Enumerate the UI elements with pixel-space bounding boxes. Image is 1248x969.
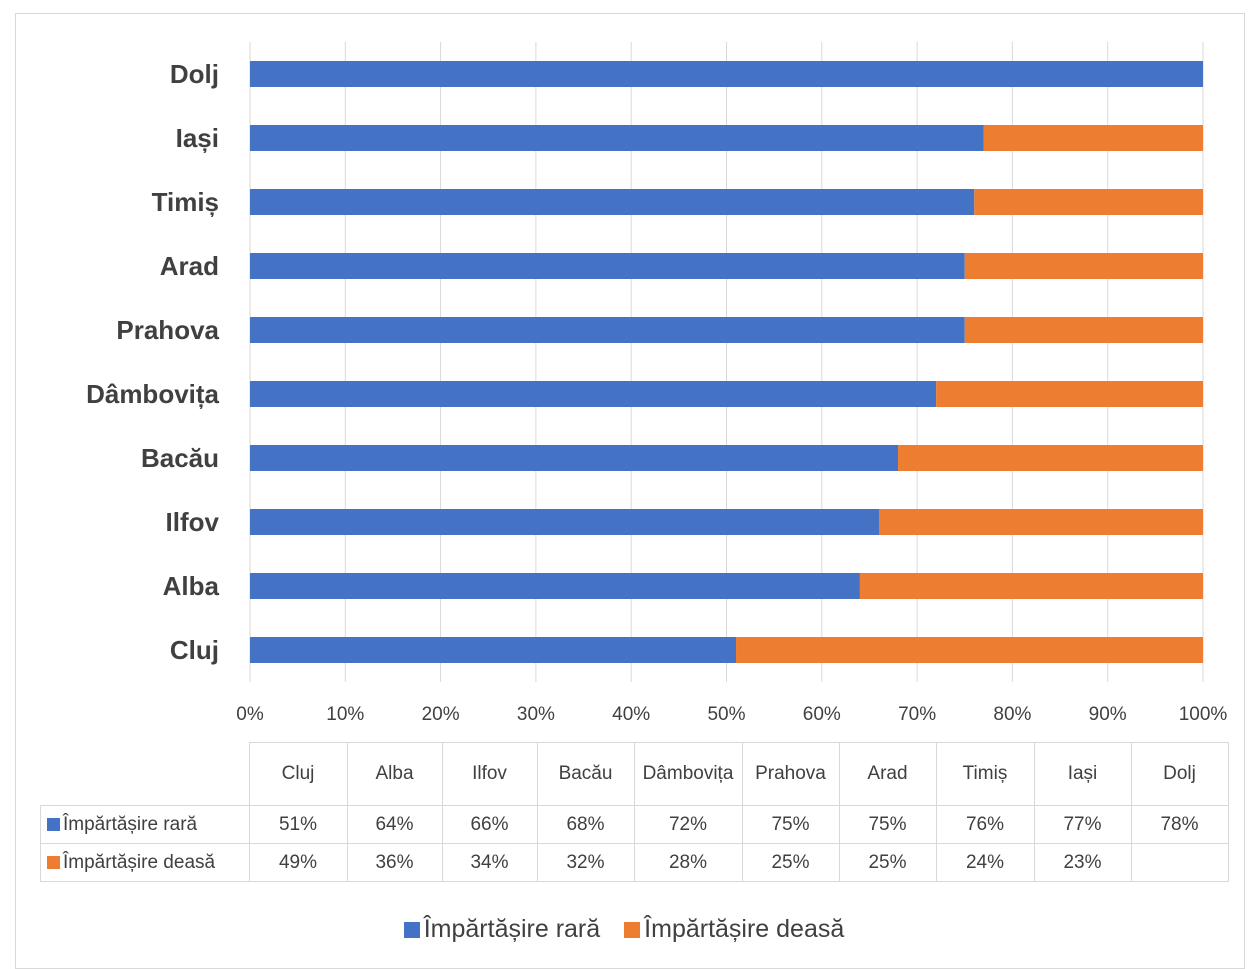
data-table-header-cell: Prahova	[741, 742, 840, 806]
data-table-cell: 36%	[346, 843, 443, 882]
bar-segment	[250, 253, 965, 279]
data-table-header-cell: Timiș	[935, 742, 1035, 806]
data-table-cell: 34%	[441, 843, 538, 882]
bar-segment	[250, 509, 879, 535]
bar-segment	[964, 317, 1203, 343]
x-tick-label: 80%	[993, 704, 1031, 725]
bar-segment	[250, 189, 975, 215]
bar-segment	[936, 381, 1203, 407]
data-table-cell: 25%	[838, 843, 937, 882]
legend-swatch	[47, 855, 60, 869]
bar-segment	[974, 189, 1203, 215]
data-table-header-cell: Ilfov	[441, 742, 538, 806]
data-table-series-name: Împărtășire deasă	[40, 843, 250, 882]
category-label: Iași	[176, 123, 219, 153]
category-label: Arad	[160, 251, 219, 281]
legend-item: Împărtășire rară	[403, 915, 601, 944]
bar-segment	[250, 573, 860, 599]
data-table-cell: 72%	[633, 805, 743, 844]
category-label: Ilfov	[166, 507, 220, 537]
legend-label: Împărtășire deasă	[644, 915, 845, 943]
data-table-cell: 77%	[1033, 805, 1132, 844]
x-tick-label: 50%	[707, 704, 745, 725]
legend-swatch	[624, 922, 641, 938]
data-table-cell: 75%	[838, 805, 937, 844]
data-table-cell: 24%	[935, 843, 1035, 882]
bar-segment	[250, 125, 984, 151]
data-table-cell: 64%	[346, 805, 443, 844]
data-table-header-cell: Bacău	[536, 742, 635, 806]
category-label: Cluj	[170, 635, 219, 665]
bar-segment	[250, 381, 937, 407]
bar-segment	[250, 637, 737, 663]
data-table-row: Împărtășire deasă 49% 36% 34% 32% 28% 25% 25% 24…	[40, 843, 1229, 882]
data-table-header-cell: Dâmbovița	[633, 742, 743, 806]
data-table-cell: 23%	[1033, 843, 1132, 882]
category-label: Alba	[163, 571, 220, 601]
bar-segment	[898, 445, 1203, 471]
data-table-cell: 66%	[441, 805, 538, 844]
bar-segment	[736, 637, 1203, 663]
data-table-cell	[1130, 843, 1229, 882]
bar-segment	[878, 509, 1203, 535]
data-table-series-name: Împărtășire rară	[40, 805, 250, 844]
data-table-header-cell: Arad	[838, 742, 937, 806]
x-tick-label: 0%	[236, 704, 264, 725]
category-label: Timiș	[152, 187, 219, 217]
data-table-header-row: Cluj Alba Ilfov Bacău Dâmbovița Prahova Arad Ti…	[40, 742, 1229, 806]
series-name-label: Împărtășire deasă	[63, 851, 216, 873]
series-name-label: Împărtășire rară	[63, 813, 198, 835]
data-table-corner-cell	[40, 742, 250, 806]
bar-segment	[250, 445, 899, 471]
bar-segment	[859, 573, 1203, 599]
x-tick-label: 100%	[1179, 704, 1228, 725]
data-table-cell: 32%	[536, 843, 635, 882]
legend-swatch	[403, 922, 420, 938]
bar-segment	[250, 317, 965, 343]
legend-label: Împărtășire rară	[423, 915, 601, 943]
stacked-bar-chart: 0% 10% 20% 30% 40% 50% 60% 70% 80% 90% 100% Cluj Alb…	[86, 42, 1228, 725]
x-tick-label: 10%	[326, 704, 364, 725]
data-table-header-cell: Iași	[1033, 742, 1132, 806]
category-label: Bacău	[141, 443, 219, 473]
legend-swatch	[47, 817, 60, 831]
data-table-header-cell: Cluj	[248, 742, 348, 806]
data-table-cell: 68%	[536, 805, 635, 844]
chart-legend: Împărtășire rară Împărtășire deasă	[0, 915, 1248, 944]
data-table-cell: 78%	[1130, 805, 1229, 844]
data-table-header-cell: Alba	[346, 742, 443, 806]
data-table: Cluj Alba Ilfov Bacău Dâmbovița Prahova Arad Ti…	[40, 742, 1229, 882]
data-table-cell: 28%	[633, 843, 743, 882]
x-tick-label: 60%	[803, 704, 841, 725]
category-label: Prahova	[116, 315, 219, 345]
data-table-cell: 75%	[741, 805, 840, 844]
x-tick-label: 30%	[517, 704, 555, 725]
data-table-header-cell: Dolj	[1130, 742, 1229, 806]
bar-segment	[250, 61, 1203, 87]
x-tick-label: 70%	[898, 704, 936, 725]
data-table-cell: 25%	[741, 843, 840, 882]
category-label: Dolj	[170, 59, 219, 89]
x-tick-label: 90%	[1089, 704, 1127, 725]
x-tick-label: 40%	[612, 704, 650, 725]
data-table-cell: 76%	[935, 805, 1035, 844]
legend-item: Împărtășire deasă	[624, 915, 844, 944]
data-table-cell: 51%	[248, 805, 348, 844]
x-tick-label: 20%	[422, 704, 460, 725]
data-table-cell: 49%	[248, 843, 348, 882]
bar-segment	[964, 253, 1203, 279]
bar-segment	[983, 125, 1203, 151]
data-table-row: Împărtășire rară 51% 64% 66% 68% 72% 75% 75% 76%…	[40, 805, 1229, 844]
category-label: Dâmbovița	[86, 379, 219, 409]
